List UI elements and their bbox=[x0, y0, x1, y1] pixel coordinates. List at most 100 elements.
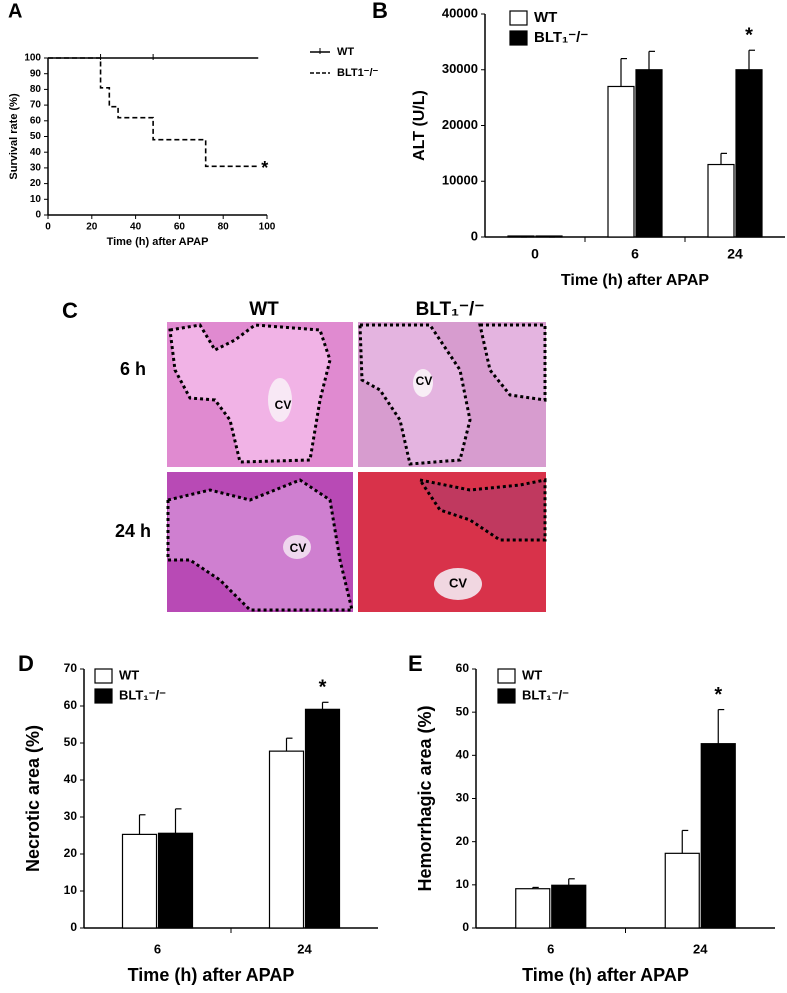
y-tick-label: 10000 bbox=[442, 173, 478, 188]
y-tick-label: 40 bbox=[30, 147, 42, 158]
column-label: WT bbox=[249, 299, 279, 320]
column-label: BLT₁⁻/⁻ bbox=[416, 299, 485, 320]
y-tick-label: 50 bbox=[30, 131, 42, 142]
bar bbox=[551, 884, 587, 929]
x-axis-label: Time (h) after APAP bbox=[522, 965, 689, 985]
y-tick-label: 30 bbox=[30, 163, 42, 174]
x-tick-label: 6 bbox=[631, 246, 639, 262]
y-tick-label: 0 bbox=[35, 210, 41, 221]
y-tick-label: 10 bbox=[64, 883, 78, 897]
legend-label: BLT1⁻/⁻ bbox=[337, 67, 379, 79]
y-axis-label: Necrotic area (%) bbox=[23, 725, 43, 872]
y-tick-label: 100 bbox=[24, 53, 41, 64]
x-axis-label: Time (h) after APAP bbox=[561, 272, 710, 289]
y-tick-label: 0 bbox=[70, 920, 77, 934]
significance: * bbox=[745, 25, 753, 47]
legend-label: WT bbox=[534, 9, 557, 26]
y-axis-label: Survival rate (%) bbox=[8, 93, 20, 180]
bar bbox=[157, 832, 194, 929]
legend-swatch bbox=[94, 668, 113, 684]
cv-label: CV bbox=[275, 398, 292, 412]
y-tick-label: 20 bbox=[30, 178, 42, 189]
y-tick-label: 50 bbox=[456, 704, 470, 718]
central-vein bbox=[413, 369, 433, 397]
histology-panel: C WT BLT₁⁻/⁻ 6 h 24 h CV CV CV CV bbox=[62, 298, 547, 612]
legend-label: WT bbox=[522, 667, 542, 682]
y-tick-label: 0 bbox=[471, 228, 478, 243]
y-tick-label: 30 bbox=[456, 791, 470, 805]
y-tick-label: 40 bbox=[456, 748, 470, 762]
row-label: 6 h bbox=[120, 359, 146, 379]
x-tick-label: 24 bbox=[693, 941, 708, 956]
panel-letter: C bbox=[62, 298, 78, 323]
row-label: 24 h bbox=[115, 521, 151, 541]
y-tick-label: 10 bbox=[456, 877, 470, 891]
legend-label: BLT₁⁻/⁻ bbox=[534, 29, 588, 46]
y-tick-label: 80 bbox=[30, 84, 42, 95]
y-tick-label: 70 bbox=[64, 661, 78, 675]
cv-label: CV bbox=[416, 374, 433, 388]
x-axis-label: Time (h) after APAP bbox=[107, 236, 209, 248]
bar bbox=[635, 69, 663, 238]
necrosis-outline bbox=[358, 323, 472, 466]
x-tick-label: 100 bbox=[259, 222, 276, 233]
legend-label: BLT₁⁻/⁻ bbox=[119, 687, 166, 702]
central-vein bbox=[434, 568, 482, 600]
bar bbox=[707, 163, 735, 238]
y-tick-label: 60 bbox=[64, 698, 78, 712]
y-tick-label: 10 bbox=[30, 194, 42, 205]
cv-label: CV bbox=[449, 575, 467, 590]
panel-letter: E bbox=[408, 651, 423, 676]
y-tick-label: 40000 bbox=[442, 5, 478, 20]
legend-label: WT bbox=[337, 46, 354, 58]
bar bbox=[515, 888, 551, 929]
panel-letter: A bbox=[8, 0, 22, 22]
bar bbox=[121, 833, 158, 929]
bar bbox=[735, 69, 763, 238]
necrosis-outline bbox=[478, 323, 547, 402]
y-tick-label: 60 bbox=[30, 115, 42, 126]
bar bbox=[304, 708, 341, 929]
significance: * bbox=[319, 677, 327, 699]
y-tick-label: 30000 bbox=[442, 61, 478, 76]
y-tick-label: 50 bbox=[64, 735, 78, 749]
survival-line bbox=[48, 57, 259, 168]
y-tick-label: 20 bbox=[64, 846, 78, 860]
x-tick-label: 80 bbox=[218, 222, 230, 233]
legend-label: BLT₁⁻/⁻ bbox=[522, 687, 569, 702]
bar bbox=[700, 743, 736, 929]
x-tick-label: 40 bbox=[130, 222, 142, 233]
x-tick-label: 24 bbox=[297, 941, 312, 956]
y-tick-label: 90 bbox=[30, 68, 42, 79]
x-axis-label: Time (h) after APAP bbox=[128, 965, 295, 985]
y-axis-label: ALT (U/L) bbox=[411, 90, 428, 161]
x-tick-label: 6 bbox=[154, 941, 161, 956]
panel-letter: B bbox=[372, 0, 388, 23]
y-tick-label: 40 bbox=[64, 772, 78, 786]
y-tick-label: 30 bbox=[64, 809, 78, 823]
legend-swatch bbox=[509, 10, 528, 26]
x-tick-label: 60 bbox=[174, 222, 186, 233]
legend-swatch bbox=[509, 30, 528, 46]
legend-swatch bbox=[497, 668, 516, 684]
legend-swatch bbox=[94, 688, 113, 704]
x-tick-label: 6 bbox=[547, 941, 554, 956]
x-tick-label: 0 bbox=[45, 222, 51, 233]
y-tick-label: 20000 bbox=[442, 117, 478, 132]
y-tick-label: 20 bbox=[456, 834, 470, 848]
necrosis-outline bbox=[166, 478, 354, 612]
x-tick-label: 20 bbox=[86, 222, 98, 233]
significance: * bbox=[714, 684, 722, 706]
necrosis-outline bbox=[168, 323, 332, 464]
x-tick-label: 0 bbox=[531, 246, 539, 262]
y-tick-label: 70 bbox=[30, 100, 42, 111]
bar bbox=[268, 750, 305, 929]
y-tick-label: 60 bbox=[456, 661, 470, 675]
y-tick-label: 0 bbox=[462, 920, 469, 934]
x-tick-label: 24 bbox=[727, 246, 743, 262]
bar bbox=[607, 85, 635, 238]
necrosis-outline bbox=[416, 477, 547, 542]
panel-letter: D bbox=[18, 651, 34, 676]
central-vein bbox=[268, 378, 292, 422]
